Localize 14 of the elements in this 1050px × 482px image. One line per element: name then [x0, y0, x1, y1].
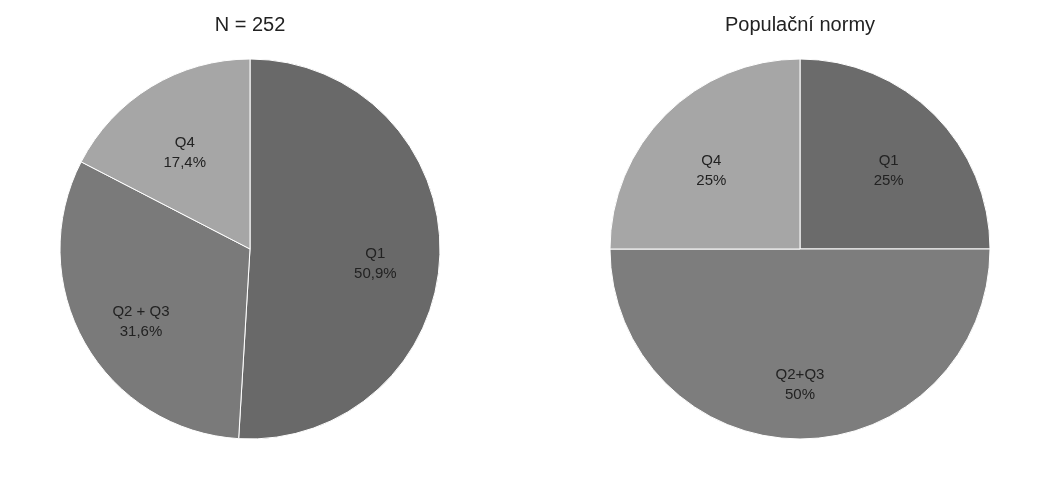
data-label: 50% — [784, 385, 816, 403]
data-label: 25% — [873, 171, 904, 189]
slice-label: Q4 — [174, 132, 195, 150]
data-label: 50,9% — [354, 263, 397, 281]
data-label: 17,4% — [163, 152, 207, 170]
chart-title: Populační normy — [724, 13, 876, 35]
slice-label: Q2 + Q3 — [112, 302, 170, 320]
data-label: 25% — [696, 171, 727, 189]
slice-label: Q1 — [878, 151, 899, 169]
slice-label: Q2+Q3 — [775, 365, 825, 383]
slice-label: Q4 — [701, 151, 722, 169]
slice-label: Q1 — [365, 243, 386, 261]
chart-title: N = 252 — [214, 13, 286, 35]
data-label: 31,6% — [119, 322, 163, 340]
